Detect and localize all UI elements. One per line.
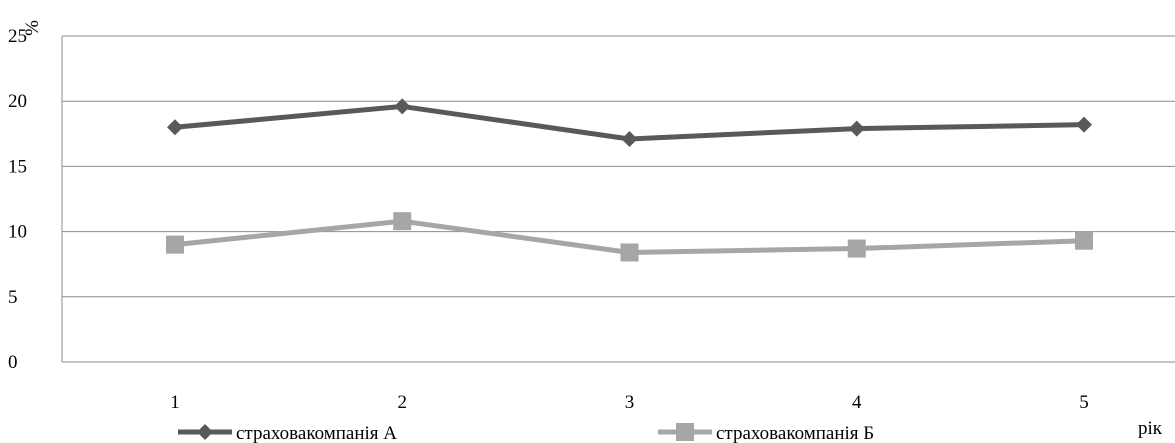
x-tick-label: 1 (170, 392, 180, 413)
y-tick-label: 25 (8, 26, 27, 47)
data-point (620, 243, 639, 262)
y-tick-label: 15 (8, 156, 27, 177)
grid (61, 35, 1175, 363)
legend-marker (676, 423, 694, 441)
x-axis-ticks: 1 2 3 4 5 (170, 392, 1089, 413)
data-point (167, 119, 183, 136)
data-point (1075, 231, 1093, 250)
x-tick-label: 5 (1079, 392, 1089, 413)
legend-item: страховакомпанія А (178, 423, 397, 443)
series-1 (167, 98, 1092, 148)
legend-marker (197, 424, 213, 440)
x-tick-label: 2 (398, 392, 408, 413)
y-tick-label: 5 (8, 287, 18, 308)
data-point (166, 235, 184, 254)
legend-item: страховакомпанія Б (658, 423, 874, 443)
legend-label: страховакомпанія Б (716, 423, 874, 443)
x-tick-label: 4 (852, 392, 862, 413)
data-point (1076, 116, 1092, 133)
x-axis-label: рік (1138, 418, 1163, 439)
data-point (847, 239, 866, 258)
data-point (848, 120, 865, 137)
data-point (394, 98, 411, 115)
data-point (621, 131, 638, 148)
y-tick-label: 10 (8, 222, 27, 243)
legend: страховакомпанія А страховакомпанія Б (178, 423, 874, 443)
y-tick-label: 0 (8, 352, 18, 373)
x-tick-label: 3 (625, 392, 635, 413)
y-tick-label: 20 (8, 91, 27, 112)
series-group (166, 98, 1093, 262)
legend-label: страховакомпанія А (236, 423, 397, 443)
y-axis-ticks: 0 5 10 15 20 25 (8, 26, 27, 373)
y-axis-label: % (22, 20, 43, 36)
data-point (393, 212, 412, 231)
series-2 (166, 212, 1093, 262)
